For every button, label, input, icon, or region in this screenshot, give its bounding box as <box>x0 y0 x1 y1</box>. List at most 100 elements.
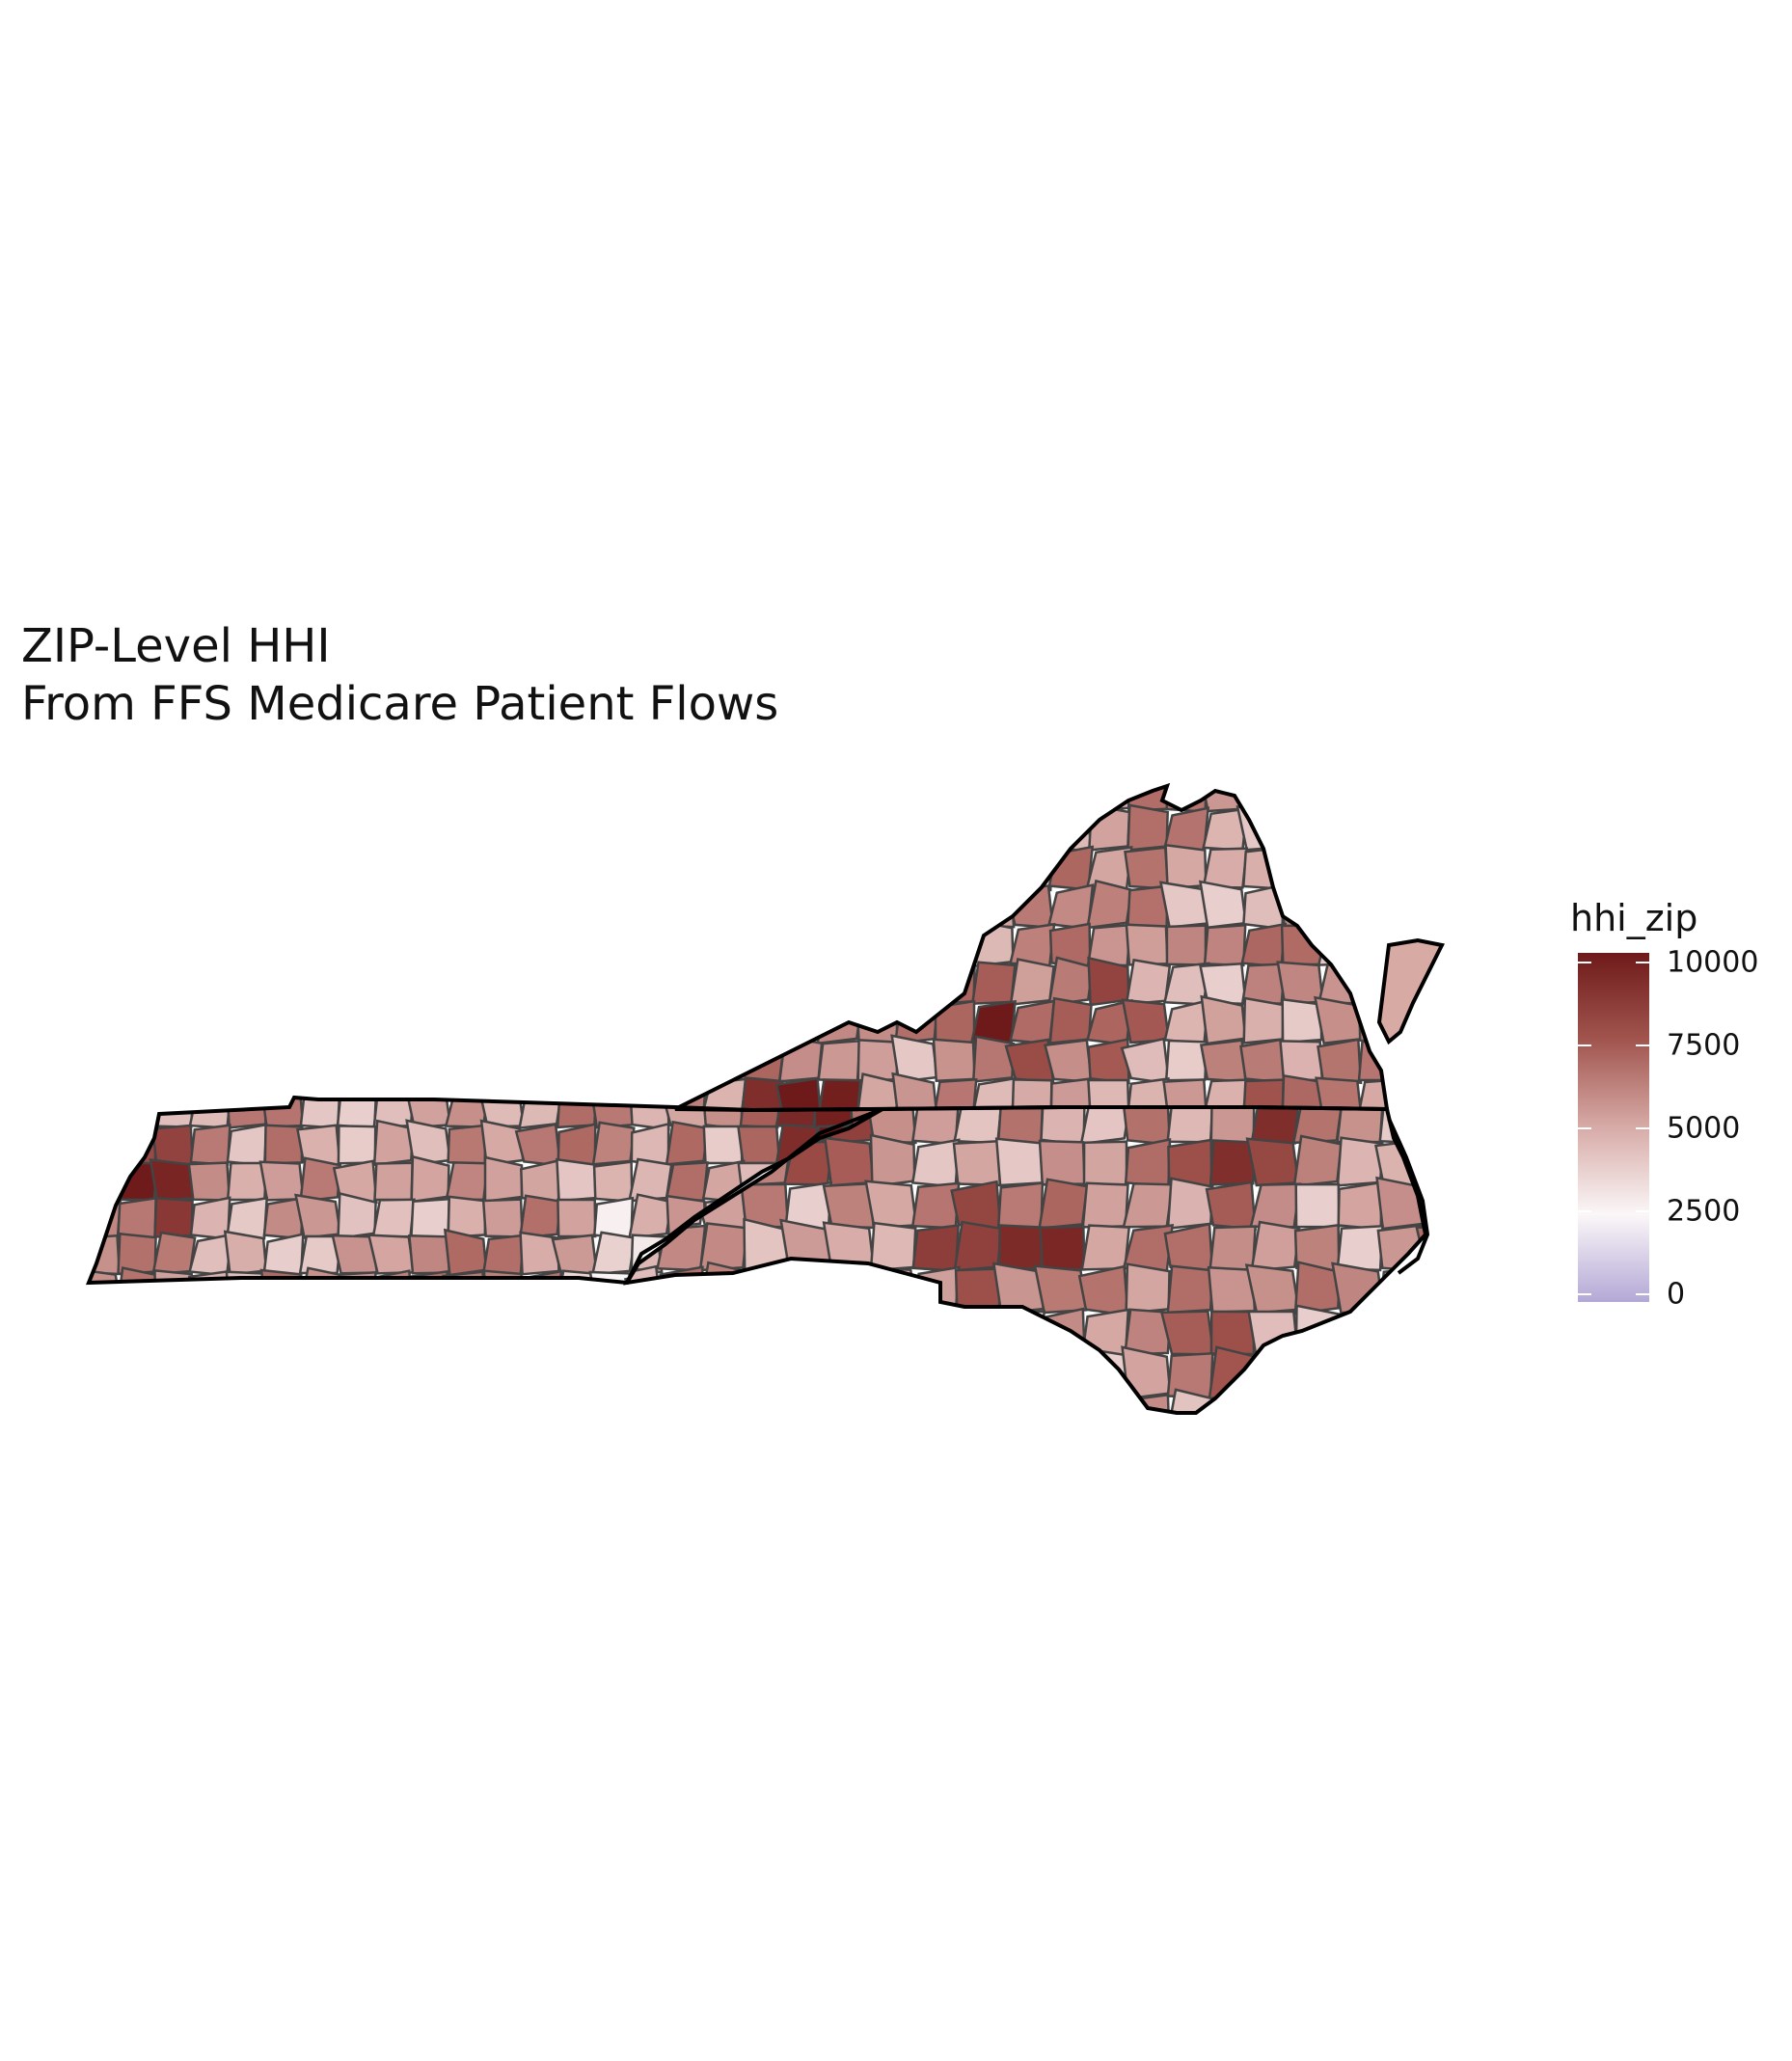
county-cell <box>828 1389 874 1413</box>
county-cell <box>557 1198 597 1238</box>
county-cell <box>1032 1345 1088 1400</box>
county-cell <box>514 1123 562 1168</box>
county-cell <box>337 1191 377 1240</box>
county-cell <box>556 1157 597 1203</box>
county-cell <box>1317 963 1365 1005</box>
county-cell <box>675 806 707 851</box>
county-cell <box>675 923 706 966</box>
county-cell <box>996 1181 1045 1231</box>
county-cell <box>592 1196 635 1240</box>
county-cell <box>822 1181 876 1230</box>
county-cell <box>1316 885 1363 928</box>
county-cell <box>518 1098 563 1130</box>
county-cell <box>810 1270 856 1283</box>
county-cell <box>115 1266 159 1283</box>
county-cell <box>1274 807 1325 852</box>
county-cell <box>1082 1140 1128 1186</box>
county-cell <box>592 1160 634 1204</box>
county-cell <box>854 807 902 851</box>
county-cell <box>779 881 822 929</box>
county-cell <box>1166 1264 1214 1315</box>
county-cell <box>1242 996 1285 1044</box>
county-cell <box>223 1230 268 1276</box>
county-cell <box>149 1158 195 1203</box>
county-cell <box>1159 1310 1215 1356</box>
county-cell <box>818 885 860 928</box>
county-cell <box>869 1345 917 1400</box>
county-cell <box>702 997 746 1044</box>
tennessee-outline <box>86 1095 890 1286</box>
county-cell <box>777 1035 824 1083</box>
county-cell <box>1208 1139 1257 1186</box>
county-cell <box>826 1264 874 1315</box>
county-cell <box>1331 1389 1385 1413</box>
county-cell <box>1203 923 1247 967</box>
county-cell <box>1199 1039 1247 1084</box>
color-legend: hhi_zip 10000 7500 5000 2500 0 <box>1570 897 1782 1312</box>
county-cell <box>189 1196 231 1240</box>
county-cell <box>187 1161 231 1202</box>
county-cell <box>933 847 977 889</box>
county-cell <box>853 843 900 890</box>
county-cell <box>337 1125 377 1165</box>
county-cell <box>1080 1389 1131 1413</box>
county-cell <box>868 1309 916 1356</box>
county-cell <box>995 1310 1046 1356</box>
county-cell <box>665 1161 709 1203</box>
county-cell <box>336 1098 378 1130</box>
legend-label-2500: 2500 <box>1667 1194 1741 1229</box>
county-cell <box>1164 1388 1216 1413</box>
county-cell <box>481 1234 526 1276</box>
county-cell <box>910 1393 961 1413</box>
county-cell <box>736 922 784 969</box>
county-cell <box>1047 786 1092 813</box>
county-cell <box>825 1351 877 1400</box>
county-cell <box>869 1133 916 1188</box>
county-cell <box>737 806 784 854</box>
county-cell <box>151 1231 197 1276</box>
county-cell <box>700 1394 747 1413</box>
legend-label-7500: 7500 <box>1667 1028 1741 1063</box>
county-cell <box>912 1352 959 1398</box>
county-cell <box>627 1157 673 1203</box>
county-cell <box>1420 1308 1425 1356</box>
county-cell <box>410 1154 450 1204</box>
county-cell <box>930 884 977 929</box>
county-cell <box>1337 1180 1383 1231</box>
county-cell <box>738 997 784 1044</box>
county-cell <box>152 1098 195 1128</box>
county-cell <box>1244 1263 1300 1315</box>
county-cell <box>1279 786 1326 814</box>
county-cell <box>700 1307 747 1360</box>
county-cell <box>225 1098 267 1129</box>
county-cell <box>1198 880 1247 930</box>
county-cell <box>1335 1310 1385 1356</box>
county-cell <box>741 1266 789 1315</box>
county-cell <box>738 885 786 928</box>
county-cell <box>1048 996 1093 1044</box>
county-cell <box>1208 1225 1257 1271</box>
county-cell <box>889 846 939 891</box>
county-cell <box>1009 958 1055 1007</box>
county-cell <box>994 1137 1045 1187</box>
county-cell <box>779 786 822 813</box>
county-cell <box>481 1198 524 1238</box>
county-cell <box>665 1120 709 1166</box>
county-cell <box>675 884 707 929</box>
county-cell <box>970 803 1017 853</box>
county-cell <box>1358 786 1387 813</box>
county-cell <box>483 1155 524 1204</box>
county-cell <box>410 1197 450 1239</box>
county-cell <box>774 1269 820 1283</box>
county-cell <box>1279 1040 1324 1082</box>
county-cell <box>997 1224 1044 1271</box>
county-cell <box>866 1394 917 1413</box>
county-cell <box>1085 879 1133 930</box>
county-cell <box>1209 1310 1256 1356</box>
county-cell <box>116 1098 158 1128</box>
county-cell <box>950 1391 1002 1413</box>
county-cell <box>1293 1261 1342 1315</box>
county-cell <box>782 1309 834 1357</box>
county-cell <box>1357 845 1387 891</box>
county-cell <box>1294 1182 1341 1229</box>
